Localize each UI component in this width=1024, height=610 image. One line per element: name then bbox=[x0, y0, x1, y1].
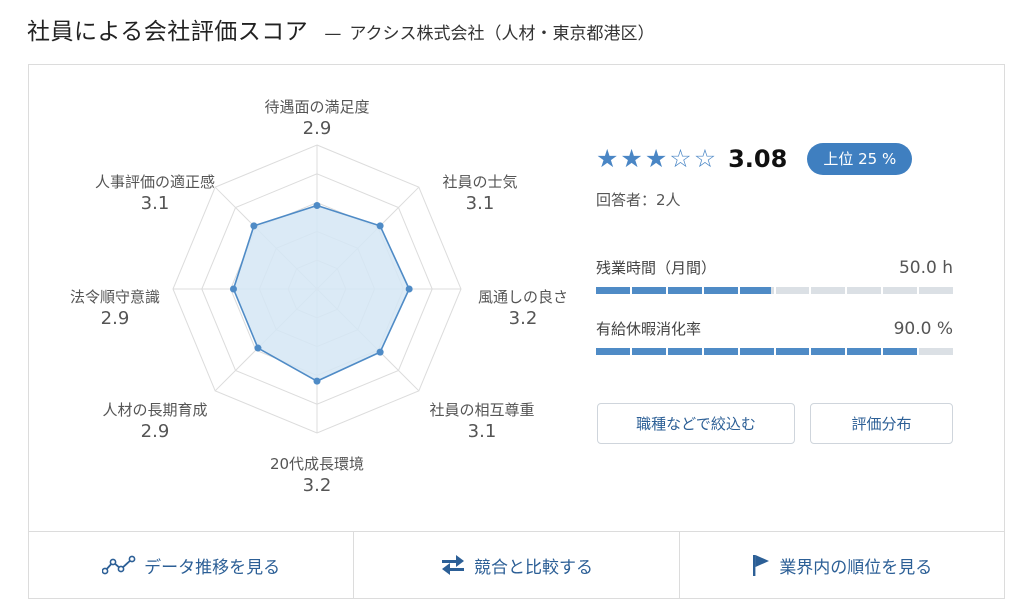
radar-axis-value: 2.9 bbox=[302, 118, 332, 139]
radar-axis-name: 人事評価の適正感 bbox=[94, 173, 216, 191]
radar-data-point bbox=[376, 348, 384, 356]
radar-data-point bbox=[405, 285, 413, 293]
radar-axis-value: 3.1 bbox=[465, 193, 495, 214]
star-filled-icon: ★ bbox=[644, 144, 668, 173]
radar-data-point bbox=[250, 222, 258, 230]
overall-score: 3.08 bbox=[728, 145, 788, 173]
radar-axis-label: 法令順守意識 2.9 bbox=[70, 287, 160, 331]
compare-competitors-link[interactable]: 競合と比較する bbox=[354, 532, 680, 598]
company-name: アクシス株式会社（人材・東京都港区） bbox=[349, 24, 655, 44]
radar-axis-name: 社員の士気 bbox=[442, 173, 518, 191]
radar-axis-name: 待遇面の満足度 bbox=[264, 98, 370, 116]
radar-axis-name: 社員の相互尊重 bbox=[429, 401, 535, 419]
radar-axis-name: 20代成長環境 bbox=[269, 455, 365, 473]
radar-data-point bbox=[376, 222, 384, 230]
radar-axis-value: 3.2 bbox=[508, 308, 538, 329]
radar-axis-value: 2.9 bbox=[140, 421, 170, 442]
radar-axis-label: 社員の士気 3.1 bbox=[442, 172, 517, 216]
radar-axis-label: 人事評価の適正感 3.1 bbox=[95, 172, 215, 216]
star-rating: ★ ★ ★ ☆ ☆ bbox=[596, 145, 716, 173]
compare-arrows-icon bbox=[441, 555, 464, 575]
radar-data-point bbox=[313, 201, 321, 209]
data-trend-label: データ推移を見る bbox=[144, 557, 281, 578]
industry-ranking-label: 業界内の順位を見る bbox=[779, 557, 933, 578]
radar-chart: 待遇面の満足度 2.9 社員の士気 3.1 風通しの良さ 3.2 社員の相互尊重 3.1 20代… bbox=[29, 65, 609, 531]
radar-axis-label: 社員の相互尊重 3.1 bbox=[429, 400, 534, 444]
data-trend-link[interactable]: データ推移を見る bbox=[29, 532, 355, 598]
radar-axis-value: 3.1 bbox=[140, 193, 170, 214]
trend-line-icon bbox=[102, 555, 136, 575]
radar-axis-label: 待遇面の満足度 2.9 bbox=[264, 97, 369, 141]
overtime-bar-fill bbox=[596, 287, 771, 294]
paid-leave-metric: 有給休暇消化率 90.0 % bbox=[596, 318, 953, 355]
metric-value: 50.0 h bbox=[898, 258, 953, 278]
radar-axis-label: 20代成長環境 3.2 bbox=[270, 454, 364, 498]
metric-value: 90.0 % bbox=[893, 319, 953, 339]
metric-label: 有給休暇消化率 bbox=[596, 320, 702, 338]
star-empty-icon: ☆ bbox=[693, 144, 717, 173]
radar-axis-name: 法令順守意識 bbox=[69, 288, 161, 306]
rating-distribution-button[interactable]: 評価分布 bbox=[810, 403, 953, 444]
score-panel: ★ ★ ★ ☆ ☆ 3.08 上位 25 % 回答者：2人 残業時間（月間） 50.0 … bbox=[596, 65, 956, 531]
radar-axis-value: 3.1 bbox=[467, 421, 497, 442]
radar-data-point bbox=[313, 377, 321, 385]
overtime-metric: 残業時間（月間） 50.0 h bbox=[596, 257, 953, 294]
metric-label: 残業時間（月間） bbox=[596, 259, 717, 277]
page-title: 社員による会社評価スコア bbox=[27, 19, 309, 45]
star-empty-icon: ☆ bbox=[669, 144, 692, 173]
compare-competitors-label: 競合と比較する bbox=[473, 557, 593, 578]
paid-leave-bar bbox=[596, 348, 953, 355]
overtime-bar bbox=[596, 287, 953, 294]
title-separator: — bbox=[324, 24, 342, 44]
radar-axis-value: 3.2 bbox=[302, 475, 332, 496]
filter-by-job-button[interactable]: 職種などで絞込む bbox=[597, 403, 795, 444]
respondent-count: 回答者：2人 bbox=[596, 191, 681, 209]
industry-ranking-link[interactable]: 業界内の順位を見る bbox=[680, 532, 1004, 598]
score-card: 待遇面の満足度 2.9 社員の士気 3.1 風通しの良さ 3.2 社員の相互尊重 3.1 20代… bbox=[28, 64, 1005, 599]
radar-axis-label: 風通しの良さ 3.2 bbox=[478, 287, 568, 331]
star-filled-icon: ★ bbox=[620, 144, 643, 173]
star-filled-icon: ★ bbox=[596, 144, 619, 173]
flag-icon bbox=[753, 555, 770, 576]
radar-data-point bbox=[254, 344, 262, 352]
radar-chart-svg bbox=[172, 144, 462, 434]
bottom-action-bar: データ推移を見る 競合と比較する 業界内の順位を見る bbox=[29, 531, 1004, 598]
paid-leave-bar-fill bbox=[596, 348, 918, 355]
radar-axis-label: 人材の長期育成 2.9 bbox=[102, 400, 207, 444]
radar-axis-name: 風通しの良さ bbox=[477, 288, 569, 306]
page-header: 社員による会社評価スコア — アクシス株式会社（人材・東京都港区） bbox=[27, 12, 654, 46]
radar-data-point bbox=[229, 285, 237, 293]
rank-badge: 上位 25 % bbox=[807, 143, 913, 175]
radar-axis-value: 2.9 bbox=[100, 308, 130, 329]
rating-row: ★ ★ ★ ☆ ☆ 3.08 上位 25 % bbox=[596, 139, 913, 179]
radar-axis-name: 人材の長期育成 bbox=[102, 401, 208, 419]
